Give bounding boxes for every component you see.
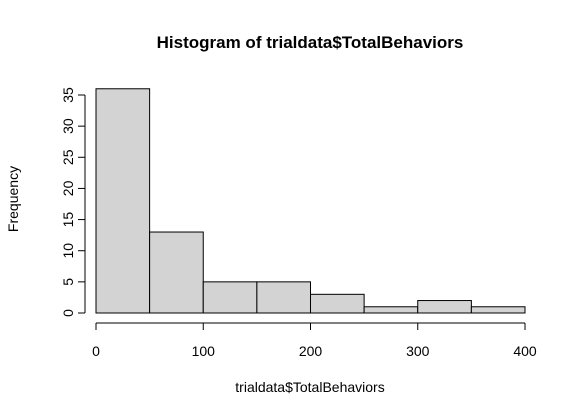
histogram-bar-2 <box>202 281 258 314</box>
chart-title: Histogram of trialdata$TotalBehaviors <box>157 33 464 52</box>
histogram-bar-4 <box>310 293 365 314</box>
y-tick-label: 25 <box>60 149 76 165</box>
y-axis-label: Frequency <box>5 166 21 232</box>
y-tick-label: 20 <box>60 180 76 196</box>
x-axis: 0 100 200 300 400 <box>92 322 537 359</box>
x-tick-label: 0 <box>92 343 100 359</box>
histogram-bar-6 <box>417 300 472 314</box>
x-tick-label: 400 <box>513 343 537 359</box>
x-axis-label: trialdata$TotalBehaviors <box>235 379 384 395</box>
histogram-bar-5 <box>363 306 419 314</box>
y-tick-label: 5 <box>60 278 76 286</box>
histogram-bar-1 <box>149 231 204 314</box>
histogram-bar-7 <box>470 306 526 314</box>
y-tick-label: 30 <box>60 118 76 134</box>
y-axis: 0 5 10 15 20 25 30 35 <box>60 87 86 317</box>
x-tick-label: 300 <box>406 343 430 359</box>
y-tick-label: 0 <box>60 309 76 317</box>
histogram-bar-0 <box>95 88 151 314</box>
y-tick-label: 10 <box>60 243 76 259</box>
y-tick-label: 15 <box>60 212 76 228</box>
y-tick-label: 35 <box>60 87 76 103</box>
x-tick-label: 100 <box>192 343 216 359</box>
x-tick-label: 200 <box>299 343 323 359</box>
histogram-bar-3 <box>256 281 311 314</box>
bars-group <box>95 88 526 314</box>
